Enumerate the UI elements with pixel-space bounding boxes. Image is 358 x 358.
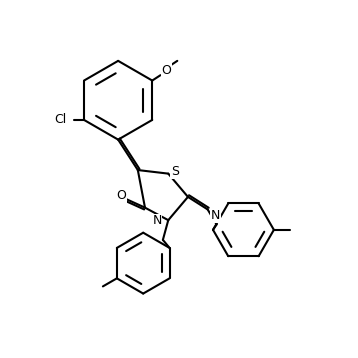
Text: O: O [116, 189, 126, 202]
Text: Cl: Cl [54, 113, 66, 126]
Text: S: S [171, 165, 179, 178]
Text: O: O [161, 64, 171, 77]
Text: N: N [153, 214, 162, 227]
Text: N: N [211, 209, 220, 222]
